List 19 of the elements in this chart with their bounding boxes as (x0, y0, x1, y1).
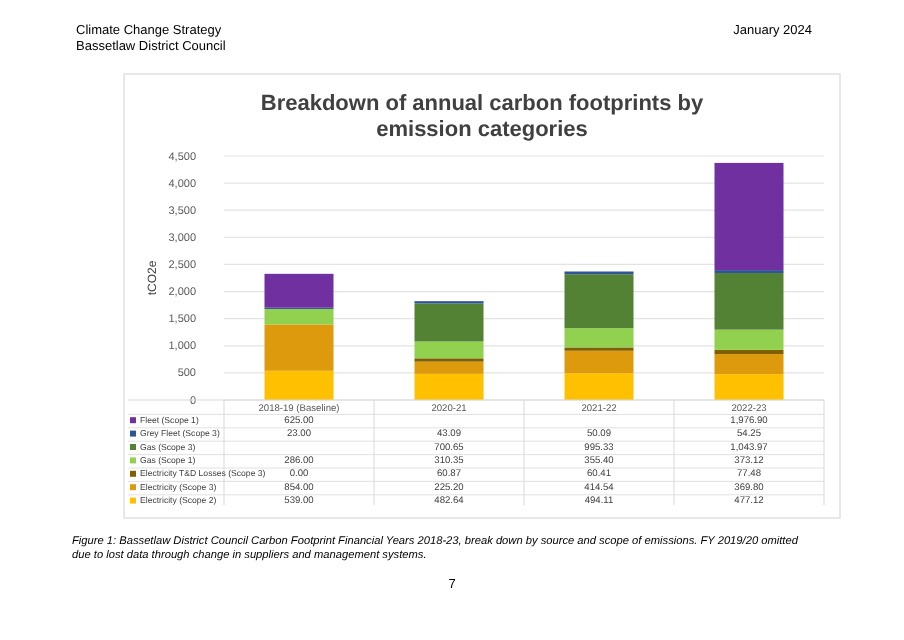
bar (564, 328, 634, 348)
bar (564, 350, 634, 374)
bar (564, 373, 634, 400)
bar (414, 341, 484, 359)
bar (264, 324, 334, 371)
bar (714, 354, 784, 375)
bar (264, 308, 334, 325)
bar (414, 361, 484, 374)
bar (414, 373, 484, 400)
chart-title: Breakdown of annual carbon footprints by emission categories (260, 92, 705, 142)
bar (714, 162, 784, 271)
bar (714, 329, 784, 350)
bar (264, 370, 334, 400)
bar (414, 303, 484, 342)
bar (714, 273, 784, 330)
bar (714, 374, 784, 400)
bar (264, 273, 334, 308)
bar (564, 274, 634, 329)
bar (714, 349, 784, 355)
